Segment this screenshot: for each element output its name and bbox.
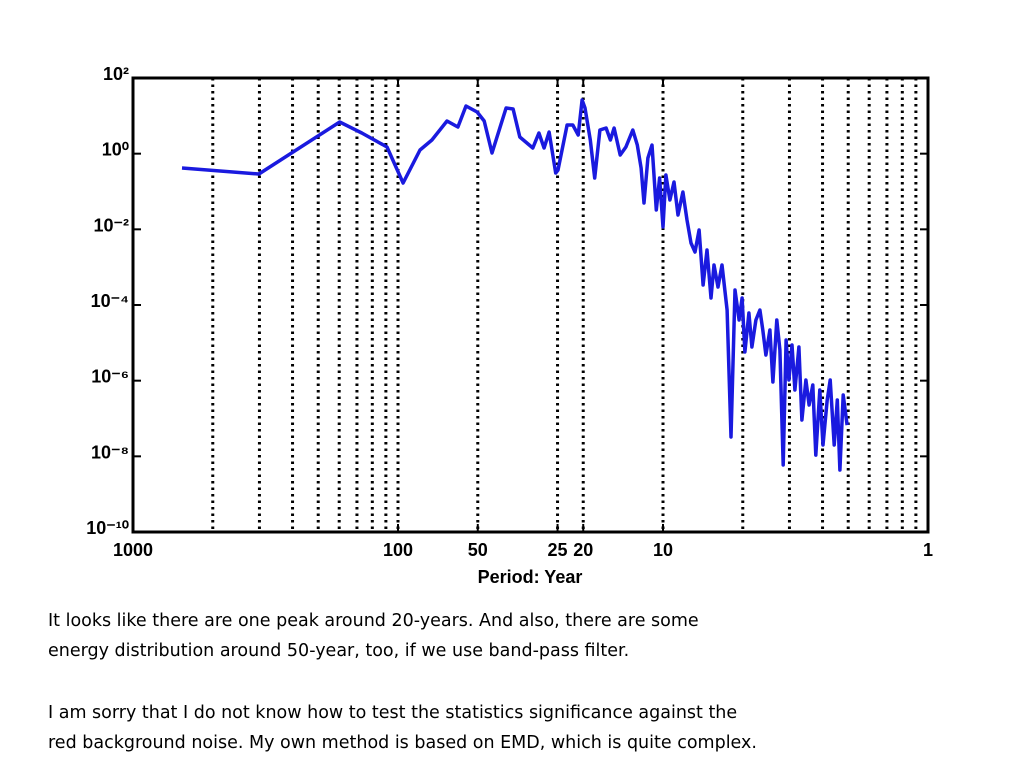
y-tick-label: 10⁻⁸ bbox=[91, 442, 129, 462]
y-tick-label: 10⁻² bbox=[93, 215, 129, 235]
y-tick-label: 10⁻¹⁰ bbox=[86, 518, 129, 538]
x-tick-label: 20 bbox=[573, 540, 593, 560]
body-text-line: red background noise. My own method is b… bbox=[48, 733, 757, 753]
y-tick-label: 10⁻⁴ bbox=[91, 291, 129, 311]
x-tick-label: 50 bbox=[468, 540, 488, 560]
x-tick-label: 10 bbox=[653, 540, 673, 560]
body-text-line: I am sorry that I do not know how to tes… bbox=[48, 703, 737, 723]
x-axis-label: Period: Year bbox=[478, 567, 583, 587]
y-tick-label: 10⁰ bbox=[102, 140, 129, 160]
plot-frame bbox=[131, 76, 930, 534]
y-tick-label: 10² bbox=[103, 64, 129, 84]
x-tick-label: 25 bbox=[548, 540, 568, 560]
x-tick-label: 1000 bbox=[113, 540, 153, 560]
x-tick-label: 100 bbox=[383, 540, 413, 560]
y-tick-label: 10⁻⁶ bbox=[91, 367, 129, 387]
body-text-line: It looks like there are one peak around … bbox=[48, 611, 699, 631]
data-line bbox=[181, 98, 849, 472]
x-tick-label: 1 bbox=[923, 540, 933, 560]
body-text-line: energy distribution around 50-year, too,… bbox=[48, 641, 629, 661]
